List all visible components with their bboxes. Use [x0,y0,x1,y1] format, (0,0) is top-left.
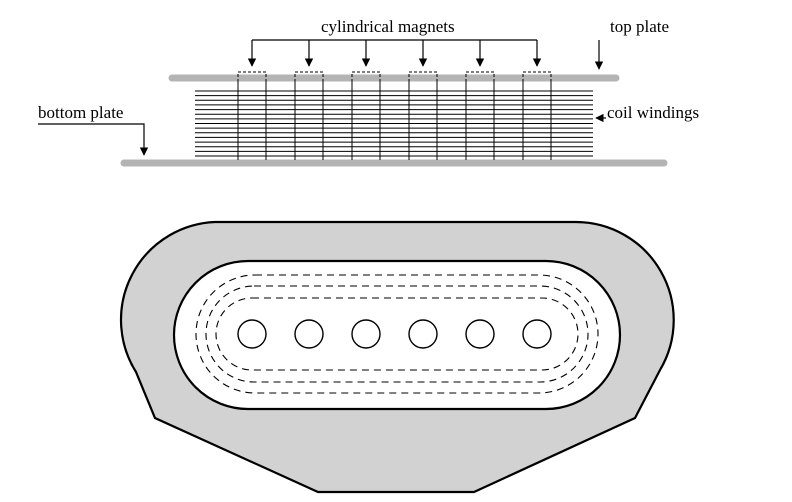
magnet-side-3 [351,71,381,160]
magnet-side-5 [465,71,495,160]
winding-loop-middle [205,285,589,383]
magnets-top-view [237,319,552,349]
magnet-side-6 [522,71,552,160]
side-view: cylindrical magnets top plate bottom pla… [38,17,699,167]
magnet-side-4 [408,71,438,160]
magnet-cap [465,71,495,82]
magnet-top-3 [351,319,381,349]
bottom-plate-arrow [38,123,149,156]
label-cylindrical-magnets: cylindrical magnets [321,17,455,36]
magnet-side-2 [294,71,324,160]
magnet-cap [294,71,324,82]
magnet-side-1 [237,71,267,160]
magnet-top-5 [465,319,495,349]
top-view [119,220,675,494]
label-top-plate: top plate [610,17,669,36]
magnet-top-2 [294,319,324,349]
magnet-top-6 [522,319,552,349]
magnets-side-view [237,71,552,160]
magnet-cap [522,71,552,82]
winding-loop-inner [215,297,579,371]
winding-loop-outer [195,274,599,394]
coil-windings [195,90,593,157]
magnet-top-1 [237,319,267,349]
label-coil-windings: coil windings [607,103,699,122]
magnet-leader-arrows [247,39,542,67]
magnet-cap [237,71,267,82]
label-bottom-plate: bottom plate [38,103,123,122]
magnet-top-4 [408,319,438,349]
magnet-cap [351,71,381,82]
magnet-cap [408,71,438,82]
